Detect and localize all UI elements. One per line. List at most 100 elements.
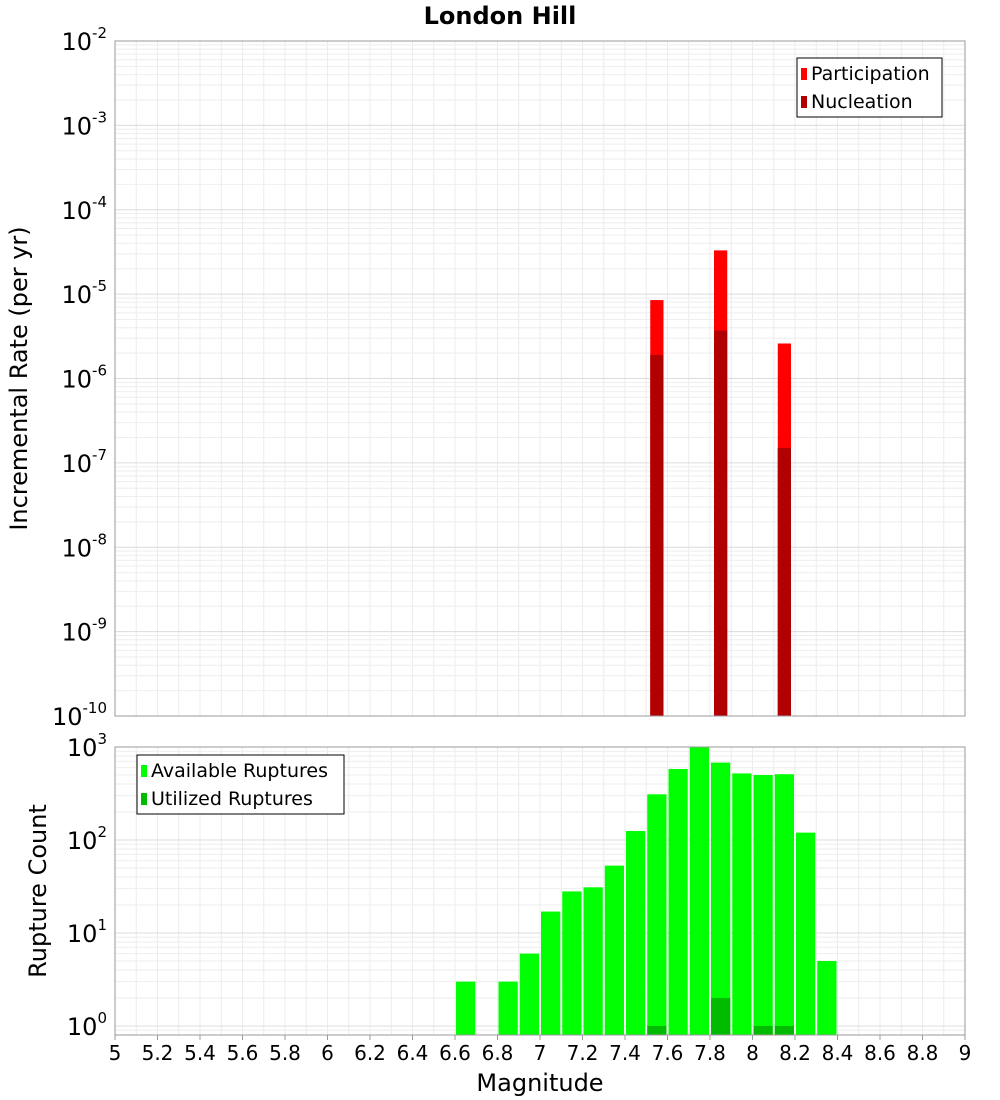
y-tick-label: 10-7: [61, 446, 107, 478]
y-tick-text: 10-9: [61, 615, 107, 647]
x-tick-label: 7: [534, 1041, 547, 1065]
x-tick-label: 6.2: [354, 1041, 386, 1065]
x-axis-label: Magnitude: [476, 1069, 603, 1097]
bar: [562, 891, 582, 1035]
x-tick-label: 8: [746, 1041, 759, 1065]
legend-swatch: [141, 765, 147, 777]
chart-title: London Hill: [424, 2, 577, 30]
y-tick-exponent: 2: [97, 823, 107, 841]
y-tick-base: 10: [61, 112, 92, 140]
bar: [647, 1025, 667, 1035]
y-tick-text: 10-3: [61, 108, 107, 140]
y-tick-label: 101: [67, 916, 107, 948]
y-tick-text: 101: [67, 916, 107, 948]
y-tick-exponent: 1: [97, 916, 107, 934]
bar: [583, 887, 603, 1035]
bar: [774, 774, 794, 1035]
series-nucleation: [650, 330, 791, 716]
y-tick-exponent: -6: [92, 362, 107, 380]
bar: [519, 953, 539, 1035]
bar: [711, 997, 731, 1035]
y-tick-text: 10-4: [61, 193, 107, 225]
y-tick-text: 10-10: [52, 699, 107, 731]
x-tick-labels: 5 5.2 5.4 5.6 5.8 6 6.2 6.4 6.6 6.8 7 7.2 7.4 7.6 7.8 8…: [109, 1035, 972, 1065]
y-tick-text: 10-6: [61, 362, 107, 394]
y-tick-exponent: -10: [83, 699, 108, 717]
bar: [456, 981, 476, 1035]
bar: [777, 448, 791, 716]
y-tick-exponent: 0: [97, 1009, 107, 1027]
y-tick-exponent: -8: [92, 530, 107, 548]
bar: [647, 794, 667, 1035]
y-tick-exponent: -9: [92, 615, 107, 633]
x-tick-label: 6.8: [482, 1041, 514, 1065]
y-tick-label: 10-3: [61, 108, 107, 140]
y-tick-label: 102: [67, 823, 107, 855]
x-tick-label: 8.2: [779, 1041, 811, 1065]
y-tick-base: 10: [61, 366, 92, 394]
bar: [753, 1025, 773, 1035]
legend-box: [136, 754, 345, 815]
y-tick-base: 10: [61, 197, 92, 225]
y-tick-label: 10-5: [61, 277, 107, 309]
y-tick-exponent: -3: [92, 108, 107, 126]
bar: [817, 960, 837, 1035]
x-tick-label: 6: [321, 1041, 334, 1065]
panel-1: 10-1010-910-810-710-610-510-410-310-2Inc…: [5, 2, 966, 731]
bar: [626, 830, 646, 1035]
y-tick-exponent: -5: [92, 277, 107, 295]
y-tick-exponent: 3: [97, 730, 107, 748]
x-tick-label: 6.4: [397, 1041, 429, 1065]
y-tick-base: 10: [67, 920, 98, 948]
legend: Participation Nucleation: [796, 57, 943, 118]
y-tick-text: 10-2: [61, 24, 107, 56]
bar: [668, 769, 688, 1035]
x-tick-label: 8.6: [864, 1041, 896, 1065]
y-tick-text: 10-5: [61, 277, 107, 309]
y-axis-label: Rupture Count: [24, 804, 52, 978]
legend-swatch: [801, 96, 807, 108]
series-utilized-ruptures: [647, 997, 794, 1035]
x-tick-label: 5.4: [184, 1041, 216, 1065]
bar: [753, 774, 773, 1035]
y-tick-base: 10: [61, 281, 92, 309]
legend-swatch: [801, 68, 807, 80]
y-tick-base: 10: [52, 703, 83, 731]
legend-label: Nucleation: [811, 91, 913, 113]
x-tick-label: 5.6: [227, 1041, 259, 1065]
x-tick-label: 9: [959, 1041, 972, 1065]
bar: [541, 911, 561, 1035]
y-tick-text: 10-8: [61, 530, 107, 562]
y-tick-label: 10-8: [61, 530, 107, 562]
legend-label: Participation: [811, 63, 930, 85]
x-tick-label: 5.2: [142, 1041, 174, 1065]
y-tick-text: 103: [67, 730, 107, 762]
bar: [711, 762, 731, 1035]
y-tick-base: 10: [61, 28, 92, 56]
bar: [498, 981, 518, 1035]
x-tick-label: 8.4: [822, 1041, 854, 1065]
plot-border: [114, 40, 966, 717]
grid: [114, 40, 966, 717]
bar: [650, 354, 664, 716]
bar: [604, 865, 624, 1035]
y-tick-label: 103: [67, 730, 107, 762]
legend-box: [796, 57, 943, 118]
y-tick-base: 10: [61, 450, 92, 478]
y-tick-base: 10: [67, 1013, 98, 1041]
legend-swatch: [141, 793, 147, 805]
y-tick-base: 10: [61, 534, 92, 562]
bar: [796, 832, 816, 1035]
x-tick-label: 8.8: [907, 1041, 939, 1065]
x-tick-label: 7.8: [694, 1041, 726, 1065]
y-tick-text: 100: [67, 1009, 107, 1041]
y-tick-exponent: -2: [92, 24, 107, 42]
x-tick-label: 7.4: [609, 1041, 641, 1065]
legend-label: Utilized Ruptures: [151, 788, 313, 810]
y-tick-exponent: -4: [92, 193, 107, 211]
y-tick-label: 10-6: [61, 362, 107, 394]
